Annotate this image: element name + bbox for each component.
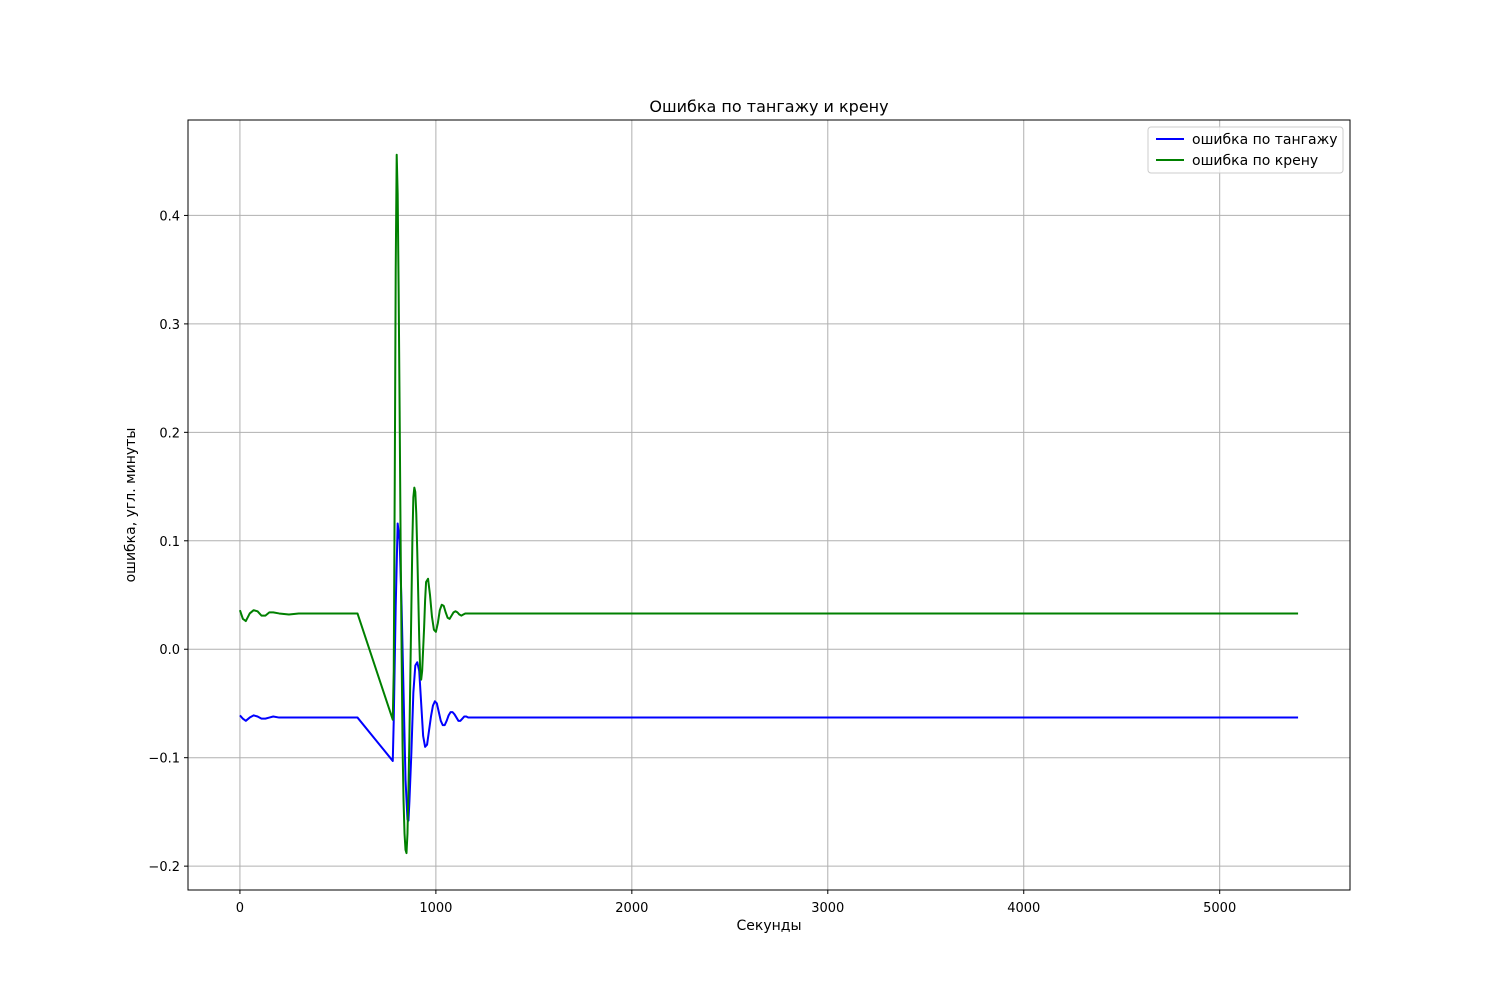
y-tick-label: 0.1	[159, 535, 180, 550]
series-line-1	[239, 522, 1299, 822]
x-tick-label: 2000	[615, 901, 648, 916]
grid	[188, 120, 1350, 890]
x-tick-label: 3000	[811, 901, 844, 916]
x-tick-label: 4000	[1007, 901, 1040, 916]
y-tick-label: 0.2	[159, 426, 180, 441]
chart-title: Ошибка по тангажу и крену	[649, 97, 888, 116]
x-tick-label: 1000	[419, 901, 452, 916]
x-axis-label: Секунды	[736, 918, 801, 934]
x-tick-label: 0	[236, 901, 244, 916]
x-tick-label: 5000	[1203, 901, 1236, 916]
y-tick-label: 0.3	[159, 318, 180, 333]
y-tick-label: −0.1	[148, 752, 180, 767]
ticks: 0 1000 2000 3000 4000 5000 −0.2 −0.1 0.0 0.1 0.2 0.…	[148, 209, 1236, 916]
legend-label-2: ошибка по крену	[1192, 153, 1318, 169]
series-line-2	[238, 153, 1299, 855]
y-tick-label: 0.0	[159, 643, 180, 658]
legend: ошибка по тангажу ошибка по крену	[1147, 126, 1344, 174]
plot-frame	[187, 119, 1351, 891]
legend-box	[1147, 126, 1344, 174]
y-axis-label: ошибка, угл. минуты	[123, 428, 139, 583]
legend-label-1: ошибка по тангажу	[1192, 132, 1337, 148]
y-tick-label: −0.2	[148, 860, 180, 875]
y-tick-label: 0.4	[159, 209, 180, 224]
series-layer	[238, 153, 1299, 855]
